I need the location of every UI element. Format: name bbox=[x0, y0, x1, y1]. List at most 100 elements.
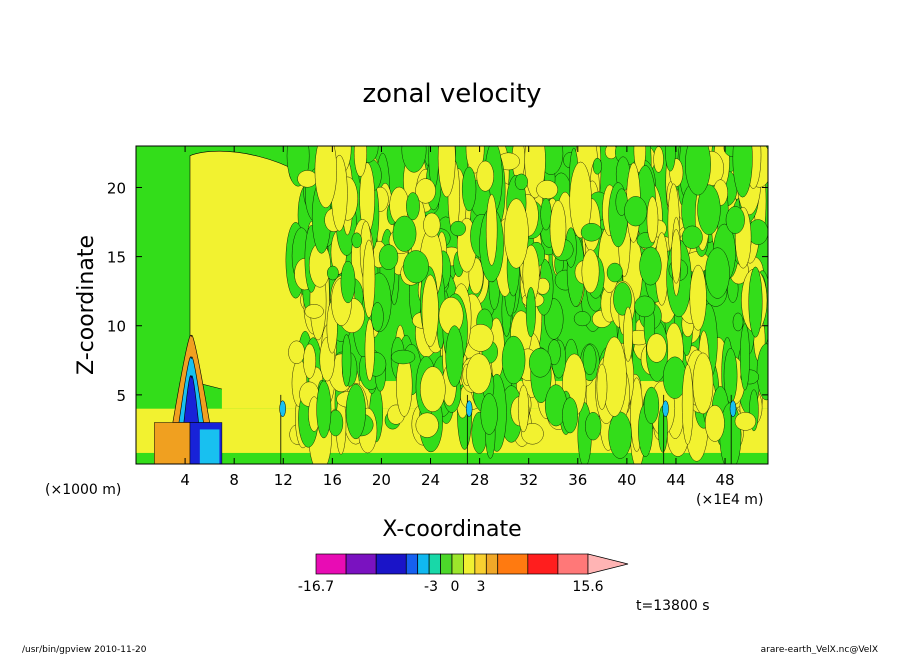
colorbar-tick-label: 0 bbox=[451, 579, 460, 595]
contour-blob bbox=[748, 266, 763, 338]
contour-blob bbox=[501, 335, 526, 385]
contour-blob bbox=[562, 397, 578, 434]
x-scale-label: (×1E4 m) bbox=[696, 492, 763, 508]
contour-blob bbox=[461, 166, 477, 212]
x-tick-label: 28 bbox=[470, 471, 489, 489]
x-tick-label: 12 bbox=[274, 471, 293, 489]
contour-blob bbox=[371, 302, 384, 332]
contour-blob bbox=[596, 363, 608, 410]
contour-blob bbox=[340, 260, 356, 304]
colorbar-segment bbox=[451, 553, 464, 575]
contour-blob bbox=[353, 146, 367, 177]
plot-frame bbox=[135, 145, 769, 465]
contour-blob bbox=[681, 364, 694, 445]
colorbar-segment bbox=[557, 553, 589, 575]
contour-blob bbox=[345, 383, 366, 440]
plume-core bbox=[662, 400, 669, 417]
contour-blob bbox=[705, 247, 730, 299]
x-tick-label: 48 bbox=[716, 471, 735, 489]
x-tick-label: 20 bbox=[372, 471, 391, 489]
colorbar-segment bbox=[474, 553, 487, 575]
colorbar-segment bbox=[428, 553, 441, 575]
y-tick-label: 5 bbox=[116, 387, 126, 405]
colorbar-segment bbox=[405, 553, 419, 575]
colorbar-segment bbox=[345, 553, 377, 575]
contour-blob bbox=[732, 146, 753, 198]
footer-left: /usr/bin/gpview 2010-11-20 bbox=[22, 645, 147, 654]
contour-blob bbox=[316, 380, 332, 439]
contour-blob bbox=[580, 223, 603, 242]
contour-blob bbox=[639, 246, 662, 286]
contour-blob bbox=[362, 239, 376, 318]
plume-core bbox=[729, 400, 737, 417]
contour-blob bbox=[314, 146, 337, 208]
x-unit-label: (×1000 m) bbox=[45, 482, 121, 498]
y-axis: 5 10 15 20 bbox=[107, 179, 768, 405]
x-tick-label: 16 bbox=[323, 471, 342, 489]
contour-blob bbox=[643, 386, 660, 424]
plot-area bbox=[136, 146, 768, 464]
contour-blob bbox=[528, 348, 552, 378]
contour-blob bbox=[364, 318, 375, 382]
contour-blob bbox=[624, 196, 648, 227]
x-tick-label: 32 bbox=[519, 471, 538, 489]
contour-blob bbox=[582, 344, 597, 376]
contour-blob bbox=[450, 220, 466, 237]
contour-blob bbox=[592, 157, 602, 175]
y-tick-label: 15 bbox=[107, 249, 126, 267]
x-axis-title: X-coordinate bbox=[382, 517, 521, 542]
contour-blob bbox=[403, 250, 429, 284]
contour-blob bbox=[415, 412, 439, 438]
x-tick-label: 36 bbox=[568, 471, 587, 489]
contour-blob bbox=[303, 343, 316, 379]
contour-blob bbox=[466, 353, 492, 395]
y-tick-label: 20 bbox=[107, 179, 126, 197]
contour-blob bbox=[671, 229, 682, 284]
contour-blob bbox=[725, 206, 745, 234]
contour-blob bbox=[406, 192, 420, 221]
contour-blob bbox=[585, 412, 602, 441]
colorbar-segment bbox=[497, 553, 529, 575]
colorbar-extend-arrow bbox=[587, 553, 629, 575]
contour-blob bbox=[739, 323, 750, 391]
source-low-left bbox=[154, 422, 191, 464]
contour-field bbox=[136, 146, 768, 464]
contour-blob bbox=[613, 282, 632, 316]
contour-blob bbox=[549, 200, 567, 258]
contour-blob bbox=[705, 405, 725, 442]
contour-blob bbox=[297, 170, 318, 188]
colorbar-segment bbox=[485, 553, 499, 575]
colorbar-segment bbox=[527, 553, 559, 575]
y-tick-label: 10 bbox=[107, 318, 126, 336]
contour-blob bbox=[421, 274, 439, 347]
contour-blob bbox=[646, 196, 659, 243]
contour-blob bbox=[514, 173, 528, 190]
contour-blob bbox=[378, 244, 399, 270]
contour-blob bbox=[341, 334, 352, 387]
contour-blob bbox=[536, 180, 558, 200]
colorbar bbox=[315, 553, 629, 575]
contour-blob bbox=[420, 366, 446, 413]
x-tick-label: 8 bbox=[229, 471, 239, 489]
contour-blob bbox=[288, 340, 305, 364]
source-low-cyan bbox=[199, 429, 220, 464]
contour-blob bbox=[685, 146, 711, 196]
contour-blob bbox=[428, 146, 439, 189]
contour-blob bbox=[304, 304, 324, 319]
contour-blob bbox=[606, 262, 623, 283]
contour-blob bbox=[681, 225, 703, 249]
contour-blob bbox=[573, 311, 591, 327]
x-tick-label: 4 bbox=[180, 471, 190, 489]
contour-blob bbox=[665, 146, 676, 172]
contour-blob bbox=[569, 161, 592, 239]
contour-blob bbox=[521, 423, 544, 445]
contour-blob bbox=[415, 178, 436, 204]
contour-blob bbox=[391, 349, 416, 365]
contour-blob bbox=[646, 333, 667, 363]
colorbar-ticks: -3 0 3 bbox=[424, 579, 485, 595]
contour-blob bbox=[445, 325, 464, 387]
x-tick-label: 44 bbox=[666, 471, 685, 489]
x-axis: 4 8 12 16 20 24 28 32 36 40 44 48 bbox=[180, 146, 735, 489]
colorbar-max-label: 15.6 bbox=[572, 579, 603, 595]
